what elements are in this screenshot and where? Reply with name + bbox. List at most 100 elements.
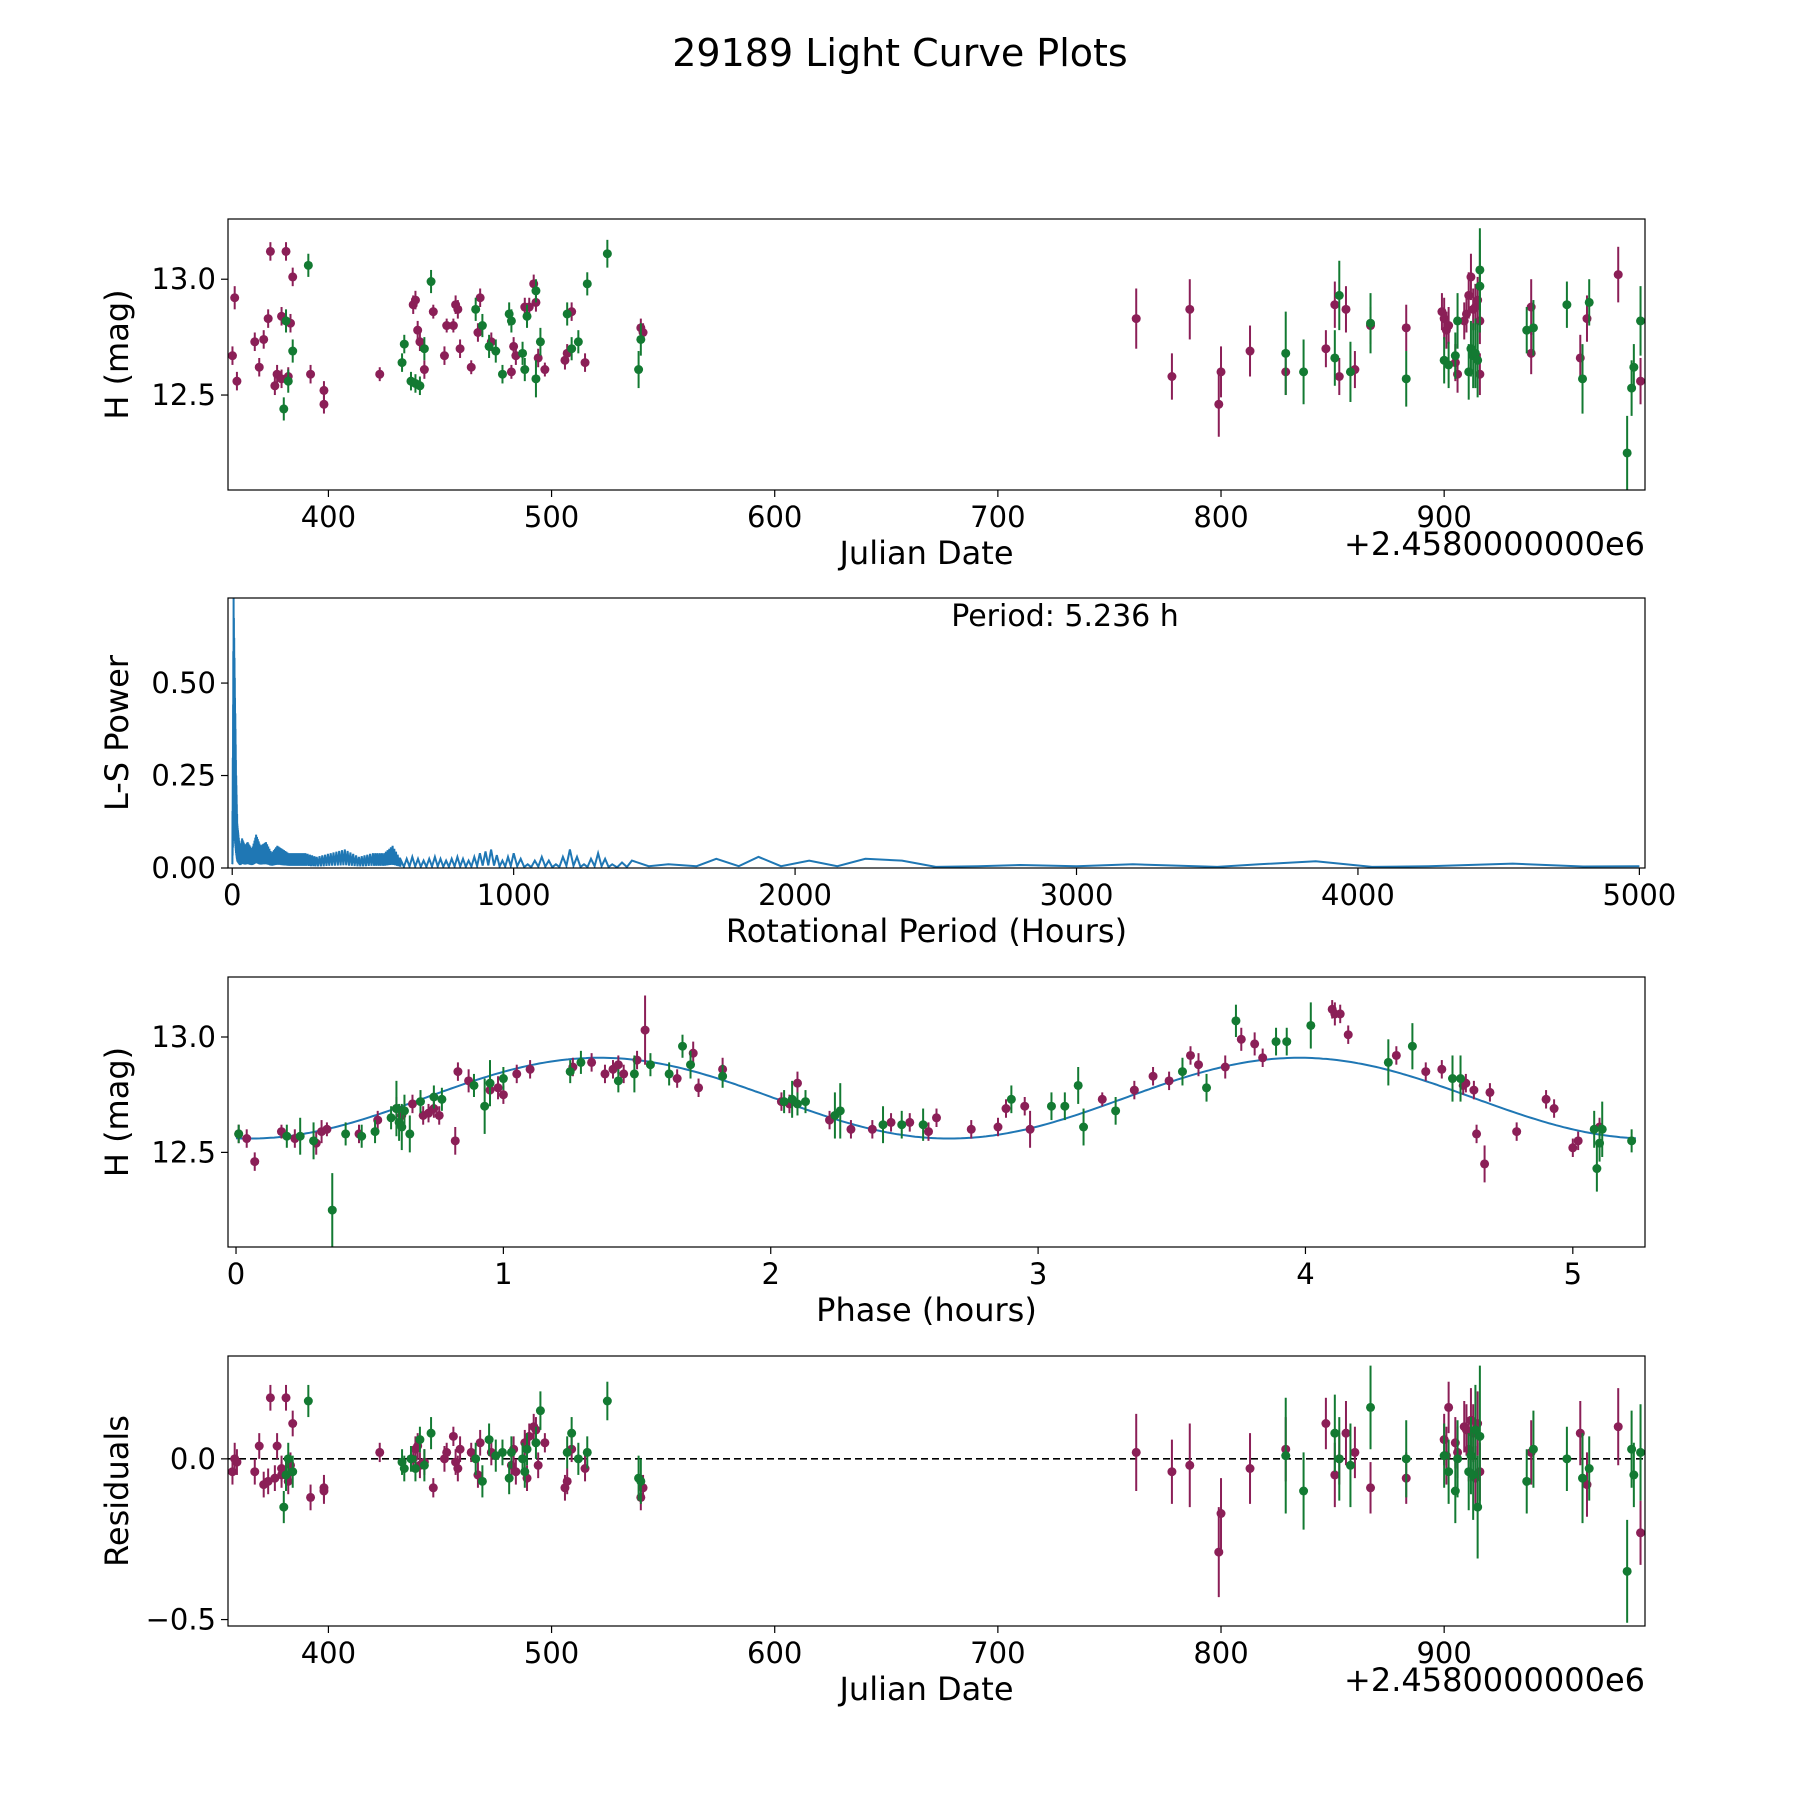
data-point-series-B — [1622, 448, 1632, 458]
data-point-series-A — [1025, 1124, 1035, 1134]
data-point-series-A — [407, 1099, 417, 1109]
panel-lightcurve: 400 500 600 700 800 900 12.5 13.0 Julian Date H (… — [98, 218, 1646, 572]
data-point-series-B — [1006, 1094, 1016, 1104]
x-tick-label: 400 — [301, 1636, 356, 1670]
data-point-series-A — [562, 1476, 572, 1486]
x-tick-label: 1000 — [477, 878, 551, 912]
data-point-series-B — [1475, 1431, 1485, 1441]
data-point-series-B — [1401, 1454, 1411, 1464]
periodogram-line — [231, 598, 1640, 868]
data-point-series-B — [405, 1129, 415, 1139]
data-point-series-A — [475, 293, 485, 303]
plot-area — [228, 1365, 1645, 1623]
data-point-series-B — [1636, 1447, 1645, 1457]
data-point-series-B — [1334, 290, 1344, 300]
data-point-series-A — [867, 1124, 877, 1134]
data-point-series-B — [1281, 1451, 1291, 1461]
x-tick-label: 2000 — [758, 878, 832, 912]
data-point-series-B — [498, 1074, 508, 1084]
data-point-series-B — [1407, 1041, 1417, 1051]
data-point-series-B — [1629, 362, 1639, 372]
data-point-series-B — [1597, 1124, 1607, 1134]
data-point-series-B — [562, 309, 572, 319]
plot-area — [234, 995, 1637, 1247]
data-point-series-B — [1334, 1454, 1344, 1464]
data-point-series-B — [800, 1097, 810, 1107]
data-point-series-B — [531, 286, 541, 296]
data-point-series-A — [1444, 321, 1454, 331]
data-point-series-B — [535, 337, 545, 347]
panel-residuals: 400 500 600 700 800 900 −0.5 0.0 Julian Date Resi… — [98, 1355, 1646, 1708]
data-point-series-B — [484, 1435, 494, 1445]
data-point-series-B — [415, 381, 425, 391]
data-point-series-B — [426, 277, 436, 287]
data-point-series-B — [477, 321, 487, 331]
data-point-series-A — [493, 1083, 503, 1093]
data-point-series-A — [1512, 1127, 1522, 1137]
data-point-series-B — [1453, 1454, 1463, 1464]
data-point-series-B — [1299, 367, 1309, 377]
data-point-series-A — [511, 1467, 521, 1477]
data-point-series-A — [1613, 1422, 1623, 1432]
data-point-series-B — [1366, 318, 1376, 328]
data-point-series-B — [1450, 351, 1460, 361]
data-point-series-B — [471, 304, 481, 314]
data-point-series-A — [1258, 1053, 1268, 1063]
data-point-series-A — [1245, 1464, 1255, 1473]
data-point-series-B — [279, 404, 289, 414]
data-point-series-A — [281, 1393, 291, 1403]
data-point-series-A — [587, 1057, 597, 1067]
data-point-series-A — [410, 295, 420, 305]
x-axis-offset-label: +2.4580000000e6 — [1344, 1661, 1645, 1699]
data-point-series-B — [279, 1502, 289, 1512]
data-point-series-B — [1584, 1464, 1594, 1473]
data-point-series-A — [966, 1124, 976, 1134]
data-point-series-A — [1341, 304, 1351, 314]
x-tick-label: 900 — [1416, 1636, 1471, 1670]
data-point-series-A — [466, 1447, 476, 1457]
data-point-series-B — [1636, 316, 1645, 326]
data-point-series-A — [270, 1473, 280, 1483]
data-point-series-B — [1060, 1101, 1070, 1111]
data-point-series-A — [1245, 346, 1255, 356]
data-point-series-A — [525, 1064, 535, 1074]
data-point-series-B — [426, 1428, 436, 1438]
y-axis-label: H (mag) — [98, 1047, 136, 1177]
data-point-series-A — [1401, 323, 1411, 333]
data-point-series-B — [1629, 1470, 1639, 1480]
data-point-series-B — [582, 1447, 592, 1457]
data-point-series-B — [531, 1438, 541, 1448]
y-tick-label: −0.5 — [146, 1603, 216, 1637]
data-point-series-A — [419, 365, 429, 375]
data-point-series-A — [413, 325, 423, 335]
data-point-series-B — [1622, 1566, 1632, 1576]
data-point-series-B — [1281, 348, 1291, 358]
data-point-series-A — [672, 1074, 682, 1084]
y-axis-label: H (mag) — [98, 289, 136, 419]
data-point-series-A — [439, 351, 449, 361]
data-point-series-A — [448, 321, 458, 331]
data-point-series-A — [512, 1069, 522, 1079]
data-point-series-A — [250, 1467, 260, 1477]
x-tick-label: 2 — [762, 1257, 780, 1291]
data-point-series-A — [1549, 1104, 1559, 1114]
data-point-series-B — [397, 358, 407, 368]
data-point-series-A — [272, 1441, 282, 1451]
data-point-series-A — [265, 1393, 275, 1403]
data-point-series-B — [1306, 1020, 1316, 1030]
panel-phased: 0 1 2 3 4 5 12.5 13.0 Phase (hours) H (mag) — [98, 976, 1646, 1329]
data-point-series-A — [1185, 304, 1195, 314]
data-point-series-B — [897, 1120, 907, 1130]
plot-area — [231, 598, 1640, 868]
data-point-series-A — [640, 1025, 650, 1035]
data-point-series-B — [1584, 297, 1594, 307]
x-tick-label: 400 — [301, 500, 356, 534]
y-axis-label: L-S Power — [98, 654, 136, 811]
data-point-series-B — [283, 1454, 293, 1464]
axes-frame — [227, 218, 1646, 491]
data-point-series-A — [1343, 1030, 1353, 1040]
axes-frame — [227, 1355, 1646, 1627]
data-point-series-A — [250, 337, 260, 347]
data-point-series-A — [265, 246, 275, 256]
